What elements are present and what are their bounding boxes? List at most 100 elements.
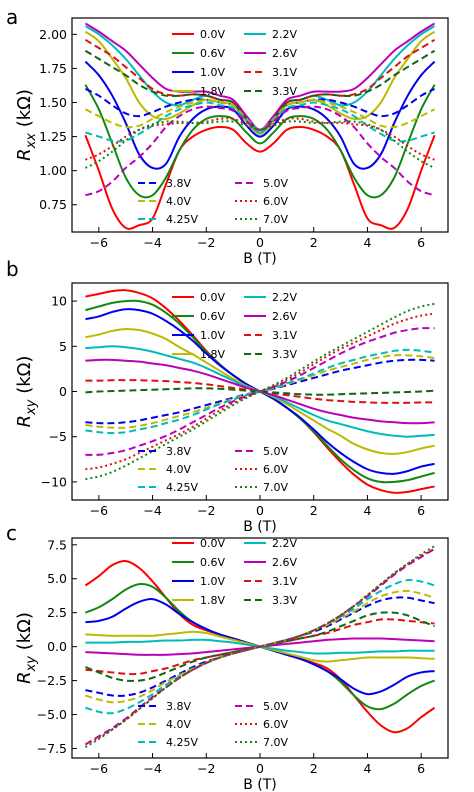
y-tick-label: 10 xyxy=(51,294,67,309)
y-tick-label: 2.5 xyxy=(47,605,67,620)
x-tick-label: −6 xyxy=(90,503,108,518)
legend: 3.8V 4.0V 4.25V 5.0V 6.0V 7.0V xyxy=(138,700,288,749)
x-tick-label: −2 xyxy=(197,761,215,776)
series-line-4.25V xyxy=(85,101,435,143)
legend-label: 4.25V xyxy=(166,736,198,749)
x-axis-label: B (T) xyxy=(243,519,277,535)
x-tick-label: 4 xyxy=(363,503,371,518)
legend-label: 3.3V xyxy=(272,85,297,98)
series-group xyxy=(84,22,436,230)
legend-label: 1.8V xyxy=(200,85,225,98)
x-tick-label: 2 xyxy=(310,235,318,250)
legend-label: 5.0V xyxy=(263,177,288,190)
y-tick-label: 1.50 xyxy=(39,95,67,110)
y-tick-label: 7.5 xyxy=(47,537,67,552)
y-label-subscript: xx xyxy=(24,133,39,150)
x-tick-label: 6 xyxy=(417,503,425,518)
y-tick-label: 1.75 xyxy=(39,61,67,76)
legend-label: 7.0V xyxy=(263,481,288,494)
legend: 0.0V 0.6V 1.0V 1.8V 2.2V 2.6V 3.1V 3.3V xyxy=(172,537,297,607)
y-label-unit: (kΩ) xyxy=(14,356,35,400)
y-tick-label: 1.25 xyxy=(39,129,67,144)
series-line-4.0V xyxy=(85,589,435,704)
x-tick-label: 0 xyxy=(256,235,264,250)
series-group xyxy=(85,289,435,494)
panel-b: b −6 −4 −2 0 2 4 6 −10 −5 0 5 10 B (T) Rxy (kΩ) 0.0V 0.6… xyxy=(6,257,449,535)
legend-label: 7.0V xyxy=(263,736,288,749)
y-tick-label: −5 xyxy=(49,429,67,444)
x-tick-label: 6 xyxy=(417,235,425,250)
legend-label: 6.0V xyxy=(263,195,288,208)
y-label-unit: (kΩ) xyxy=(14,89,35,133)
axes-frame xyxy=(71,17,449,233)
x-tick-label: −2 xyxy=(197,235,215,250)
panel-c: c −6 −4 −2 0 2 4 6 −7.5 −5.0 −2.5 0.0 2.5 5.0 7.5 B (T)… xyxy=(6,521,449,792)
series-line-3.8V xyxy=(85,596,435,697)
legend-label: 5.0V xyxy=(263,445,288,458)
series-line-3.8V xyxy=(84,87,436,131)
y-axis-label: Rxy (kΩ) xyxy=(14,612,39,684)
legend-label: 1.8V xyxy=(200,348,225,361)
legend-label: 2.2V xyxy=(272,537,297,550)
legend-label: 4.0V xyxy=(166,195,191,208)
legend-label: 4.25V xyxy=(166,213,198,226)
y-label-subscript: xy xyxy=(24,399,39,416)
y-tick-label: −5.0 xyxy=(37,707,67,722)
legend-label: 2.6V xyxy=(272,556,297,569)
x-tick-label: 6 xyxy=(417,761,425,776)
y-axis-label: Rxx (kΩ) xyxy=(14,89,39,161)
y-tick-label: 0 xyxy=(59,384,67,399)
series-group xyxy=(84,545,436,748)
legend-label: 0.6V xyxy=(200,556,225,569)
x-tick-label: 0 xyxy=(256,761,264,776)
x-tick-label: −4 xyxy=(143,235,161,250)
y-tick-label: −7.5 xyxy=(37,741,67,756)
legend-label: 5.0V xyxy=(263,700,288,713)
legend-label: 7.0V xyxy=(263,213,288,226)
series-line-7.0V xyxy=(85,302,435,481)
series-line-0.0V xyxy=(84,126,436,230)
x-axis-label: B (T) xyxy=(243,251,277,267)
series-line-1.8V xyxy=(84,30,436,135)
y-tick-label: −10 xyxy=(41,474,67,489)
legend-label: 4.0V xyxy=(166,463,191,476)
series-line-1.0V xyxy=(84,60,436,170)
legend: 0.0V 0.6V 1.0V 1.8V 2.2V 2.6V 3.1V 3.3V xyxy=(172,291,297,361)
legend-label: 6.0V xyxy=(263,463,288,476)
legend-label: 3.8V xyxy=(166,445,191,458)
legend-label: 3.1V xyxy=(272,575,297,588)
y-tick-label: 0.75 xyxy=(39,197,67,212)
x-tick-label: −2 xyxy=(197,503,215,518)
x-tick-label: 4 xyxy=(363,761,371,776)
x-tick-label: 4 xyxy=(363,235,371,250)
legend-label: 4.0V xyxy=(166,718,191,731)
axes-frame xyxy=(71,537,449,759)
x-tick-label: 2 xyxy=(310,761,318,776)
series-line-3.3V xyxy=(85,387,435,396)
series-line-0.6V xyxy=(84,84,436,199)
y-tick-label: 1.00 xyxy=(39,163,67,178)
series-line-5.0V xyxy=(84,548,436,746)
series-line-3.1V xyxy=(84,38,436,131)
legend-label: 1.8V xyxy=(200,594,225,607)
x-tick-label: −6 xyxy=(90,761,108,776)
legend-label: 1.0V xyxy=(200,575,225,588)
y-tick-label: −2.5 xyxy=(37,673,67,688)
legend-label: 3.3V xyxy=(272,348,297,361)
panel-letter: c xyxy=(6,521,17,545)
legend-label: 0.0V xyxy=(200,28,225,41)
y-label-symbol: R xyxy=(14,148,35,161)
legend-label: 0.6V xyxy=(200,47,225,60)
y-label-subscript: xy xyxy=(24,656,39,673)
x-tick-label: −6 xyxy=(90,235,108,250)
legend-label: 4.25V xyxy=(166,481,198,494)
y-tick-label: 5 xyxy=(59,339,67,354)
series-line-7.0V xyxy=(84,120,436,169)
legend-label: 0.6V xyxy=(200,310,225,323)
x-tick-label: −4 xyxy=(143,761,161,776)
y-axis-label: Rxy (kΩ) xyxy=(14,356,39,428)
x-tick-label: 0 xyxy=(256,503,264,518)
legend-label: 6.0V xyxy=(263,718,288,731)
panel-letter: b xyxy=(6,257,19,281)
legend-label: 2.6V xyxy=(272,47,297,60)
